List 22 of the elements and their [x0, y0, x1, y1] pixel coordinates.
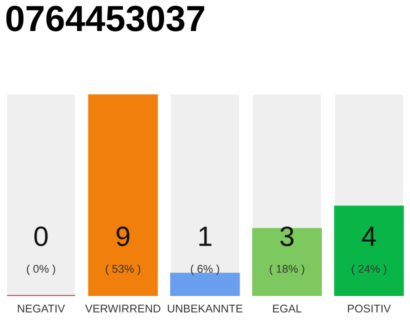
bar [334, 94, 404, 206]
bar [252, 228, 322, 296]
bar [170, 94, 240, 274]
x-tick-label: NEGATIV [18, 304, 65, 312]
data-label: 1 [199, 226, 212, 246]
bar [6, 94, 76, 296]
bar [334, 206, 404, 296]
x-tick-label: EGAL [273, 304, 302, 312]
annotation: ( 6% ) [190, 264, 220, 275]
x-tick-label: VERWIRREND [85, 304, 160, 312]
chart-title: 0764453037 [6, 6, 204, 32]
data-label: 3 [280, 226, 294, 246]
data-label: 4 [362, 226, 376, 246]
annotation: ( 53% ) [106, 264, 140, 275]
data-label: 0 [34, 226, 48, 246]
annotation: ( 18% ) [270, 264, 304, 275]
annotation: ( 0% ) [26, 264, 56, 275]
data-label: 9 [116, 226, 130, 246]
annotation: ( 24% ) [352, 264, 386, 275]
x-tick-label: UNBEKANNTE [168, 304, 242, 312]
x-tick-label: POSITIV [348, 304, 391, 312]
bar [88, 94, 158, 296]
